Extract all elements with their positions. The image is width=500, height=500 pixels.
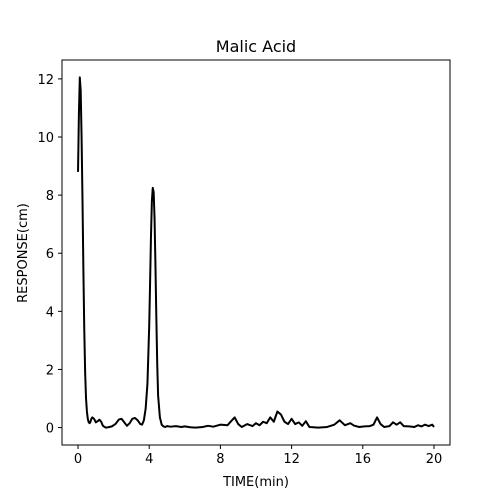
plot-area: [61, 59, 451, 446]
y-tick-label: 2: [46, 363, 54, 378]
y-tick-label: 0: [46, 422, 54, 437]
y-tick-label: 4: [46, 305, 54, 320]
x-tick-label: 4: [145, 452, 153, 467]
x-axis: 0 4 8 12 16 20: [74, 445, 442, 467]
y-tick-label: 12: [37, 73, 54, 88]
x-tick-label: 8: [216, 452, 224, 467]
chart-title: Malic Acid: [216, 37, 296, 56]
y-axis: 0 2 4 6 8 10 12: [37, 73, 62, 437]
y-tick-label: 8: [46, 189, 54, 204]
x-axis-title: TIME(min): [222, 475, 289, 490]
x-tick-label: 0: [74, 452, 82, 467]
y-tick-label: 10: [37, 131, 54, 146]
x-tick-label: 16: [355, 452, 372, 467]
plot-frame: [61, 59, 451, 446]
x-tick-label: 20: [426, 452, 443, 467]
x-tick-label: 12: [283, 452, 300, 467]
y-axis-title: RESPONSE(cm): [16, 203, 31, 303]
y-tick-label: 6: [46, 247, 54, 262]
series-line: [77, 76, 435, 429]
